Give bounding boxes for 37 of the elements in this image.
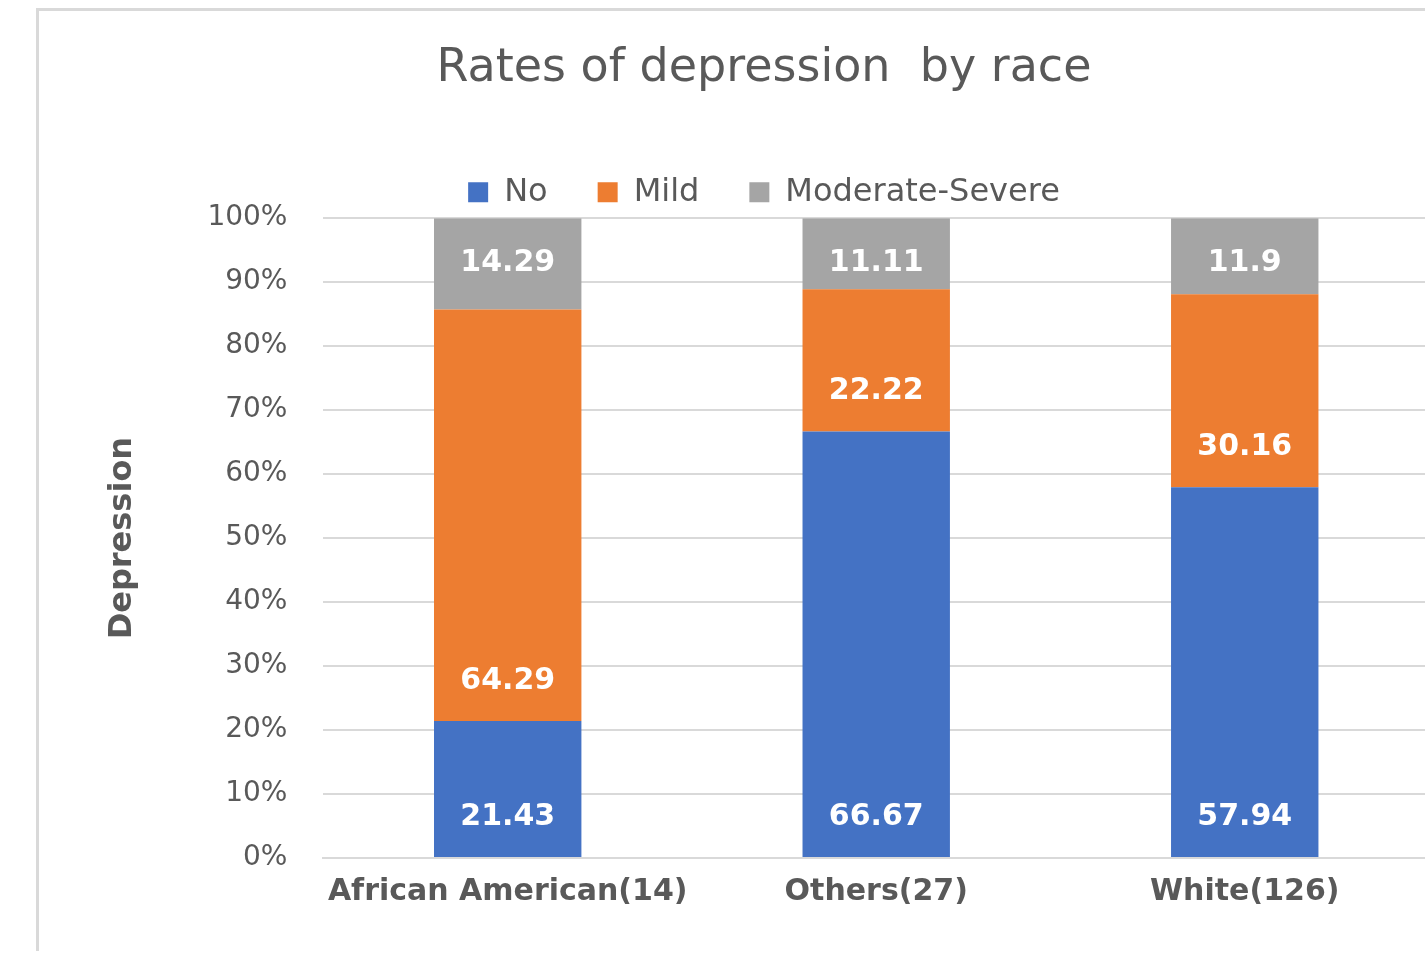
y-tick-label: 40% <box>225 583 288 617</box>
data-label: 30.16 <box>1197 427 1293 463</box>
x-tick-label: African American(14) <box>327 871 688 907</box>
data-label: 11.11 <box>828 243 924 278</box>
data-label: 57.94 <box>1197 796 1293 832</box>
y-tick-label: 90% <box>225 263 288 297</box>
y-tick-label: 50% <box>225 519 288 553</box>
y-tick-label: 100% <box>207 199 288 233</box>
x-tick-label: Others(27) <box>784 871 968 907</box>
x-tick-label: White(126) <box>1150 871 1340 907</box>
legend-label: Moderate-Severe <box>785 170 1060 209</box>
bar <box>802 431 950 857</box>
bar <box>434 218 582 310</box>
bar <box>434 720 582 857</box>
bar <box>1171 294 1319 488</box>
bar <box>434 309 582 721</box>
y-tick-label: 80% <box>225 327 288 361</box>
y-axis-title: Depression <box>100 436 139 640</box>
bar <box>802 218 950 290</box>
data-label: 14.29 <box>460 242 556 278</box>
legend-label: No <box>504 170 548 209</box>
bar <box>1171 487 1319 857</box>
data-label: 64.29 <box>460 660 556 696</box>
bar <box>1171 218 1319 295</box>
y-tick-label: 20% <box>225 711 288 745</box>
legend-label: Mild <box>633 170 700 209</box>
y-tick-label: 60% <box>225 455 288 489</box>
data-label: 22.22 <box>828 371 924 407</box>
y-tick-label: 0% <box>243 839 288 873</box>
data-label: 11.9 <box>1207 243 1282 278</box>
y-tick-label: 10% <box>225 775 288 809</box>
chart-title: Rates of depression by race <box>436 37 1092 92</box>
y-tick-label: 30% <box>225 647 288 681</box>
y-tick-label: 70% <box>225 391 288 425</box>
data-label: 21.43 <box>460 796 556 832</box>
data-label: 66.67 <box>828 796 924 832</box>
bar <box>802 289 950 432</box>
